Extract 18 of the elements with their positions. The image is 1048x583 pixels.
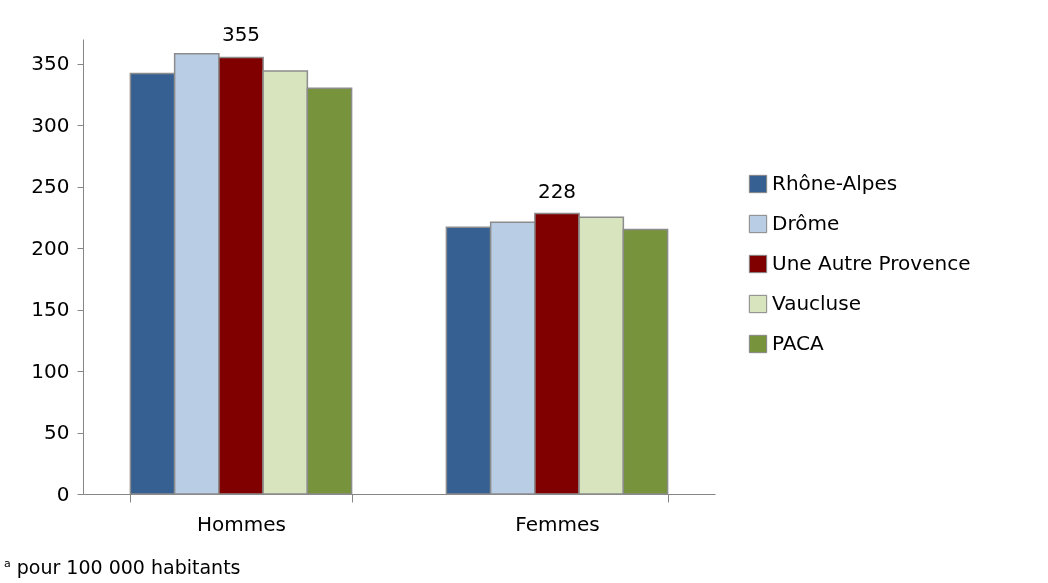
legend-label: Vaucluse (772, 291, 862, 315)
y-tick-label: 250 (31, 174, 70, 199)
x-tick-label: Hommes (197, 511, 286, 536)
legend-label: PACA (772, 331, 825, 355)
y-tick-label: 150 (31, 297, 70, 322)
y-tick-label: 300 (31, 112, 70, 137)
data-label: 355 (221, 22, 261, 47)
y-tick-label: 350 (31, 51, 70, 76)
legend-label: Rhône-Alpes (772, 171, 898, 195)
y-tick-label: 100 (31, 358, 70, 383)
legend-label: Une Autre Provence (772, 251, 971, 275)
y-tick-label: 200 (31, 235, 70, 260)
y-tick-label: 0 (56, 481, 70, 506)
y-tick-label: 50 (44, 420, 70, 445)
legend-label: Drôme (772, 211, 840, 235)
text: $^{a}$ pour 100 000 habitants (4, 556, 241, 578)
x-tick-label: Femmes (515, 511, 600, 536)
data-label: 228 (537, 178, 577, 203)
